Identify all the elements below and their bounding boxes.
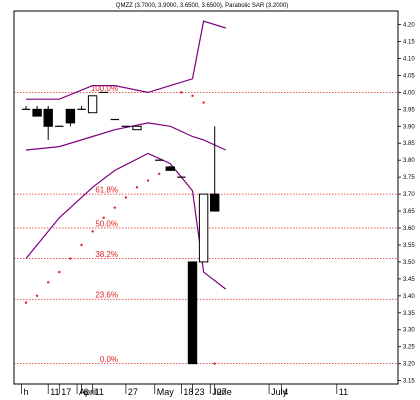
y-tick-label: 3.85	[403, 141, 415, 147]
candle-body	[43, 108, 53, 127]
candle-body	[165, 166, 176, 171]
chart-title: QMZZ (3.7000, 3.9000, 3.6500, 3.6500), P…	[116, 3, 288, 9]
sar-dot	[180, 91, 183, 94]
y-tick-label: 4.15	[403, 40, 415, 46]
candle-body	[65, 108, 76, 124]
y-tick-label: 3.75	[403, 175, 415, 181]
fib-label: 23.6%	[95, 291, 118, 300]
sar-dot	[24, 301, 28, 304]
y-tick-label: 3.95	[403, 107, 415, 113]
x-tick-label: 18	[183, 387, 193, 397]
y-tick-label: 3.40	[403, 294, 415, 300]
x-tick-label: April	[79, 387, 97, 397]
x-tick-label: 27	[217, 387, 227, 397]
y-tick-label: 3.60	[403, 226, 415, 232]
fib-label: 38.2%	[95, 250, 118, 259]
sar-dot	[146, 179, 150, 182]
fib-label: 0.0%	[100, 355, 118, 364]
y-tick-label: 3.65	[403, 209, 415, 215]
y-tick-label: 3.90	[403, 124, 415, 130]
y-tick-label: 4.20	[403, 23, 415, 29]
x-tick-label: h	[24, 387, 29, 397]
y-tick-label: 3.55	[403, 243, 415, 249]
candle-body	[198, 193, 209, 263]
candle-body	[210, 193, 220, 212]
y-tick-label: 3.50	[403, 260, 415, 266]
sar-dot	[69, 257, 72, 260]
x-tick-label: May	[157, 387, 175, 397]
x-tick-label: July	[271, 387, 288, 397]
candle-body	[87, 95, 98, 114]
sar-dot	[191, 94, 194, 97]
sar-dot	[124, 196, 128, 199]
sar-dot	[58, 270, 61, 274]
y-tick-label: 3.25	[403, 345, 415, 351]
sar-dot	[135, 186, 139, 189]
plot-area: 100.0% 61.8% 50.0% 38.2% 23.6% 0.0%	[13, 10, 399, 385]
fib-label: 100.0%	[91, 84, 118, 93]
x-tick-label: 4	[283, 387, 288, 397]
x-tick-label: 17	[61, 387, 71, 397]
sar-dot	[213, 362, 216, 365]
y-tick-label: 3.70	[403, 192, 415, 198]
candle-body	[187, 261, 198, 365]
y-axis: 4.20 4.15 4.10 4.05 4.00 3.95 3.90 3.85 3.80 3.75…	[398, 23, 415, 385]
sar-dot	[202, 101, 205, 104]
sar-dot	[47, 281, 50, 284]
plot-frame	[13, 10, 399, 385]
x-tick-label: 11	[339, 387, 348, 397]
y-tick-label: 4.00	[403, 90, 415, 96]
y-tick-label: 3.15	[403, 379, 415, 385]
y-tick-label: 3.30	[403, 328, 415, 334]
y-tick-label: 4.05	[403, 73, 415, 79]
sar-dot	[91, 230, 94, 233]
candle-body	[132, 125, 142, 131]
candle-body	[32, 108, 42, 117]
x-tick-label: 6	[84, 387, 89, 397]
band-middle	[25, 122, 227, 151]
sar-dot	[80, 243, 83, 247]
fib-label: 61.8%	[95, 186, 118, 195]
sar-dot	[158, 172, 161, 175]
y-tick-label: 3.20	[403, 362, 415, 368]
sar-dot	[102, 216, 105, 220]
y-tick-label: 3.35	[403, 311, 415, 317]
x-tick-label: 11	[50, 387, 59, 397]
y-tick-label: 3.45	[403, 277, 415, 283]
x-tick-label: 11	[95, 387, 104, 397]
y-tick-label: 4.10	[403, 56, 415, 62]
band-upper	[26, 20, 226, 100]
x-tick-label: June	[212, 387, 232, 397]
sar-dot	[35, 294, 39, 298]
sar-dot	[113, 206, 117, 209]
y-tick-label: 3.80	[403, 158, 415, 164]
fib-label: 50.0%	[95, 220, 118, 229]
x-tick-label: 27	[128, 387, 138, 397]
x-tick-label: 23	[195, 387, 205, 397]
